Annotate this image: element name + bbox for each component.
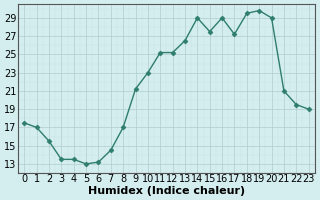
X-axis label: Humidex (Indice chaleur): Humidex (Indice chaleur) — [88, 186, 245, 196]
